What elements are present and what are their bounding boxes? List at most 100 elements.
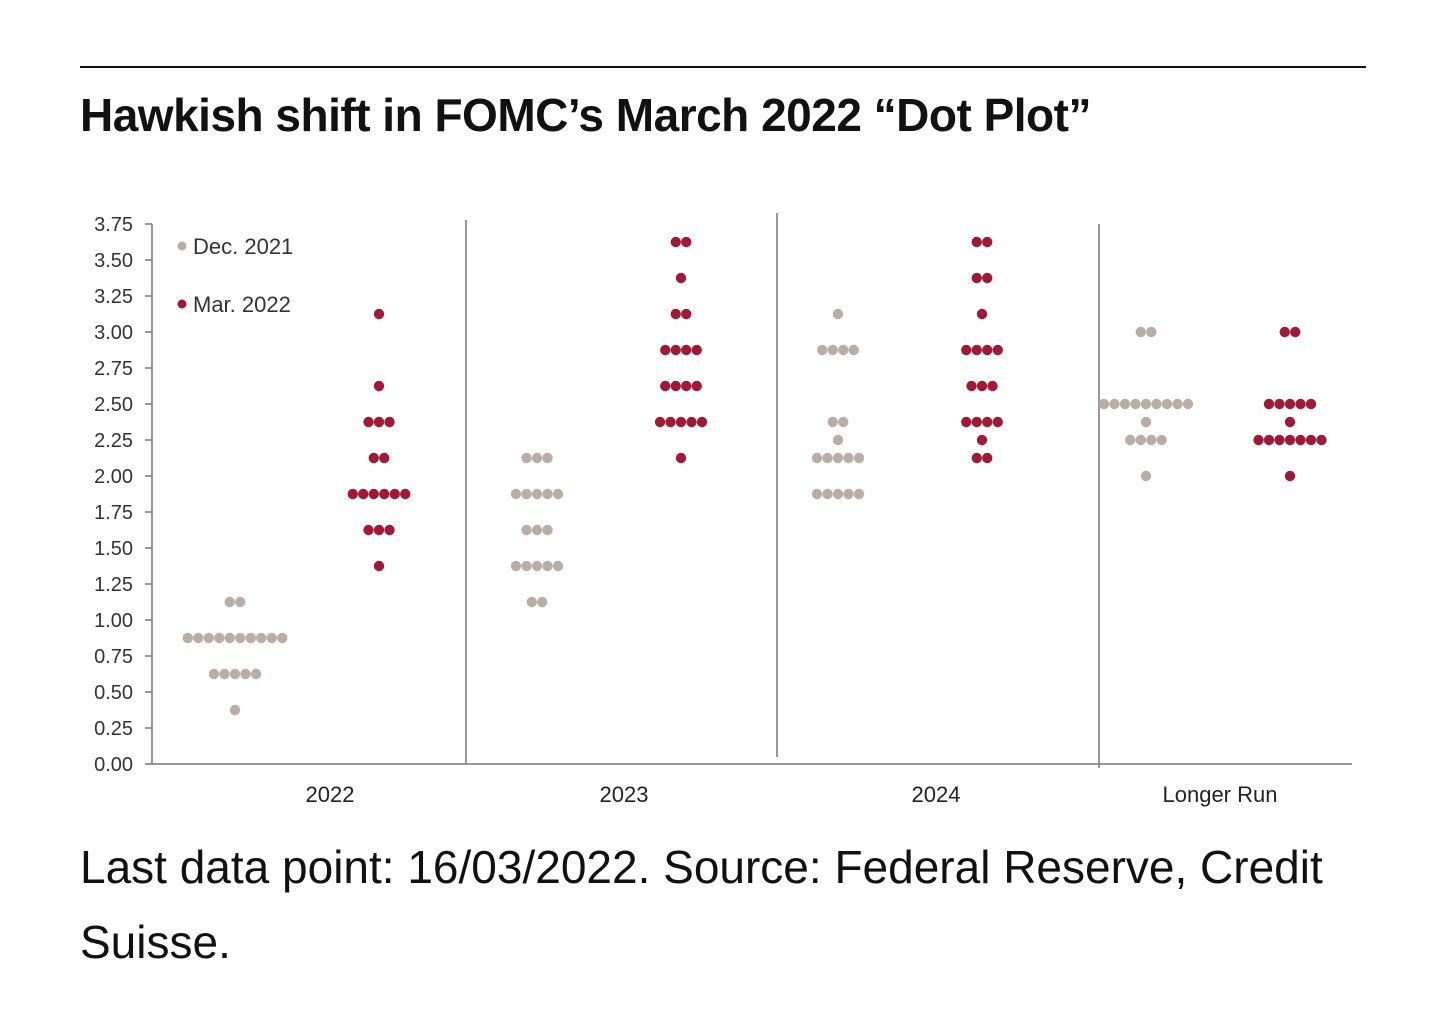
dot-mar-2022	[982, 416, 993, 428]
dot-dec-2021	[1146, 326, 1157, 338]
top-rule	[80, 66, 1366, 68]
dot-mar-2022	[389, 488, 400, 500]
dot-dec-2021	[1172, 398, 1183, 410]
dot-mar-2022	[982, 452, 993, 464]
category-label: 2024	[912, 782, 961, 807]
dot-dec-2021	[531, 524, 543, 536]
dot-mar-2022	[686, 416, 697, 428]
legend-marker	[177, 241, 187, 251]
dot-dec-2021	[193, 632, 204, 644]
dot-dec-2021	[1109, 398, 1120, 410]
dot-mar-2022	[696, 416, 708, 428]
dot-dec-2021	[1146, 434, 1157, 446]
dot-mar-2022	[961, 344, 972, 356]
dot-mar-2022	[1279, 326, 1290, 338]
dot-dec-2021	[542, 524, 553, 536]
dot-dec-2021	[521, 452, 532, 464]
dot-dec-2021	[827, 344, 838, 356]
dot-mar-2022	[363, 416, 374, 428]
y-tick-label: 0.75	[94, 646, 133, 668]
dot-mar-2022	[1305, 398, 1317, 410]
category-label: Longer Run	[1163, 782, 1278, 807]
y-tick-label: 1.50	[94, 538, 133, 560]
y-tick-label: 2.50	[94, 394, 133, 416]
dot-mar-2022	[670, 308, 681, 320]
dot-dec-2021	[1156, 434, 1167, 446]
y-tick-label: 2.25	[94, 430, 133, 452]
dot-dec-2021	[224, 596, 235, 608]
dot-mar-2022	[373, 308, 385, 320]
dot-mar-2022	[654, 416, 666, 428]
dot-dec-2021	[1119, 398, 1131, 410]
dot-dec-2021	[542, 560, 553, 572]
dot-dec-2021	[811, 452, 823, 464]
dot-dec-2021	[552, 560, 564, 572]
dot-dec-2021	[1125, 434, 1136, 446]
dot-dec-2021	[1140, 470, 1152, 482]
dot-dec-2021	[219, 668, 230, 680]
dot-mar-2022	[971, 416, 982, 428]
dot-dec-2021	[848, 344, 859, 356]
dot-dec-2021	[832, 434, 844, 446]
dot-mar-2022	[987, 380, 998, 392]
y-tick-label: 2.00	[94, 466, 133, 488]
dot-dec-2021	[510, 560, 522, 572]
dot-mar-2022	[1284, 470, 1296, 482]
dot-dec-2021	[521, 560, 532, 572]
dot-dec-2021	[1135, 434, 1146, 446]
legend-label: Dec. 2021	[193, 234, 293, 259]
dot-dec-2021	[827, 416, 838, 428]
dot-dec-2021	[853, 488, 865, 500]
y-tick-label: 1.75	[94, 502, 133, 524]
dot-dec-2021	[822, 488, 833, 500]
dot-mar-2022	[363, 524, 374, 536]
dot-dec-2021	[510, 488, 522, 500]
dot-dec-2021	[203, 632, 214, 644]
dot-dec-2021	[182, 632, 193, 644]
dot-mar-2022	[373, 524, 385, 536]
dot-mar-2022	[976, 380, 988, 392]
dot-mar-2022	[373, 560, 385, 572]
category-label: 2022	[306, 782, 355, 807]
dot-mar-2022	[1274, 434, 1285, 446]
legend-label: Mar. 2022	[193, 292, 291, 317]
dot-dec-2021	[531, 488, 543, 500]
dot-dec-2021	[811, 488, 823, 500]
dot-mar-2022	[358, 488, 369, 500]
dot-dec-2021	[552, 488, 564, 500]
dot-mar-2022	[992, 416, 1003, 428]
dot-dec-2021	[838, 344, 849, 356]
dot-dec-2021	[277, 632, 288, 644]
dot-mar-2022	[982, 236, 993, 248]
dot-dec-2021	[229, 704, 241, 716]
dot-mar-2022	[681, 344, 692, 356]
dot-dec-2021	[1098, 398, 1110, 410]
dot-mar-2022	[691, 380, 702, 392]
dot-mar-2022	[1284, 434, 1296, 446]
dot-mar-2022	[971, 344, 982, 356]
dot-mar-2022	[347, 488, 358, 500]
dot-dec-2021	[817, 344, 828, 356]
dot-dec-2021	[542, 452, 553, 464]
dot-dec-2021	[521, 524, 532, 536]
dot-mar-2022	[971, 236, 982, 248]
dots-layer	[182, 236, 1327, 716]
dot-mar-2022	[368, 488, 379, 500]
dot-mar-2022	[660, 344, 671, 356]
y-tick-label: 3.50	[94, 250, 133, 272]
dot-mar-2022	[976, 434, 988, 446]
dot-mar-2022	[681, 380, 692, 392]
dot-mar-2022	[670, 236, 681, 248]
y-tick-label: 1.25	[94, 574, 133, 596]
dot-dec-2021	[245, 632, 256, 644]
y-tick-label: 3.25	[94, 286, 133, 308]
dot-dec-2021	[235, 632, 246, 644]
dot-dec-2021	[542, 488, 553, 500]
dot-mar-2022	[976, 308, 988, 320]
dot-dec-2021	[832, 488, 844, 500]
y-axis: 0.00 0.25 0.50 0.75 1.00 1.25 1.50 1.75 2.00 2.25…	[94, 214, 153, 776]
dot-mar-2022	[675, 416, 687, 428]
dot-dec-2021	[838, 416, 849, 428]
dot-dec-2021	[531, 560, 543, 572]
dot-mar-2022	[982, 272, 993, 284]
